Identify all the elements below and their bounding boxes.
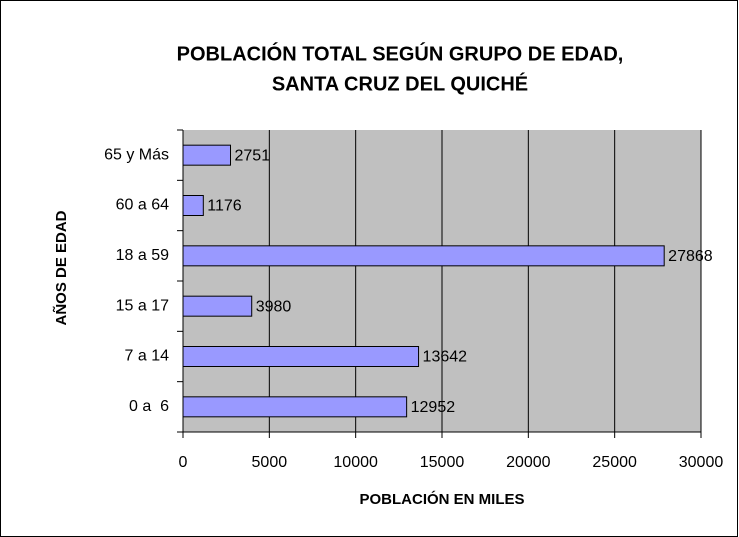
- y-tick-label: 60 a 64: [116, 197, 169, 214]
- bar: [182, 346, 420, 367]
- data-label: 12952: [411, 399, 456, 416]
- chart-title: SANTA CRUZ DEL QUICHÉ: [272, 72, 528, 95]
- x-tick-label: 30000: [679, 454, 724, 471]
- data-label: 13642: [423, 349, 468, 366]
- data-label: 1176: [207, 198, 242, 215]
- bar: [182, 195, 204, 216]
- bar: [182, 396, 408, 418]
- y-tick-label: 18 a 59: [116, 247, 169, 264]
- y-axis-title: AÑOS DE EDAD: [52, 210, 70, 325]
- y-tick-label: 0 a 6: [129, 398, 169, 415]
- bar: [182, 245, 665, 267]
- x-axis-title: POBLACIÓN EN MILES: [359, 490, 524, 508]
- x-tick-label: 15000: [420, 454, 465, 471]
- data-label: 3980: [256, 298, 292, 315]
- bar: [182, 295, 253, 317]
- y-tick-label: 15 a 17: [116, 297, 169, 314]
- x-tick-label: 20000: [506, 454, 551, 471]
- x-tick-label: 0: [179, 454, 188, 471]
- x-tick-label: 25000: [592, 454, 637, 471]
- bar: [182, 144, 232, 166]
- data-label: 27868: [668, 248, 713, 265]
- chart-title: POBLACIÓN TOTAL SEGÚN GRUPO DE EDAD,: [177, 41, 624, 65]
- x-tick-label: 5000: [252, 454, 288, 471]
- y-tick-label: 65 y Más: [104, 146, 169, 163]
- data-label: 2751: [235, 147, 271, 164]
- x-tick-label: 10000: [333, 454, 378, 471]
- y-tick-label: 7 a 14: [125, 348, 170, 365]
